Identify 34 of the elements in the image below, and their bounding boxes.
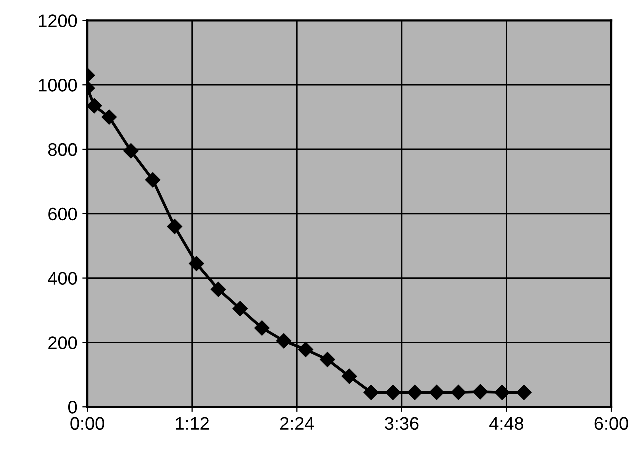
point [320,352,336,368]
x-tick-label: 1:12 [176,417,210,430]
point [102,110,117,125]
y-tick-label: 0 [68,401,78,414]
y-tick-label: 400 [48,272,78,286]
y-tick-label: 1000 [39,79,78,92]
point [88,98,102,114]
y-tick-label: 1200 [39,14,78,28]
y-tick-label: 800 [48,143,78,156]
point [516,385,532,400]
point [276,334,292,349]
x-tick-label: 3:36 [385,417,419,430]
point [167,219,182,234]
x-tick-label: 0:00 [70,417,104,430]
point [407,385,423,400]
point [210,282,226,298]
point [342,368,358,384]
point [145,172,161,188]
point [494,385,510,400]
y-tick-label: 600 [48,208,78,221]
point [386,385,401,400]
point [451,385,466,400]
point [254,320,270,336]
point [364,385,379,400]
x-tick-label: 2:24 [280,417,314,430]
x-tick-label: 4:48 [490,417,524,430]
point [189,256,204,272]
x-tick-label: 6:00 [594,417,628,430]
point [232,301,248,316]
point [124,144,139,159]
y-tick-label: 200 [48,336,78,350]
point [429,385,444,400]
point [472,384,488,400]
point [298,342,314,358]
